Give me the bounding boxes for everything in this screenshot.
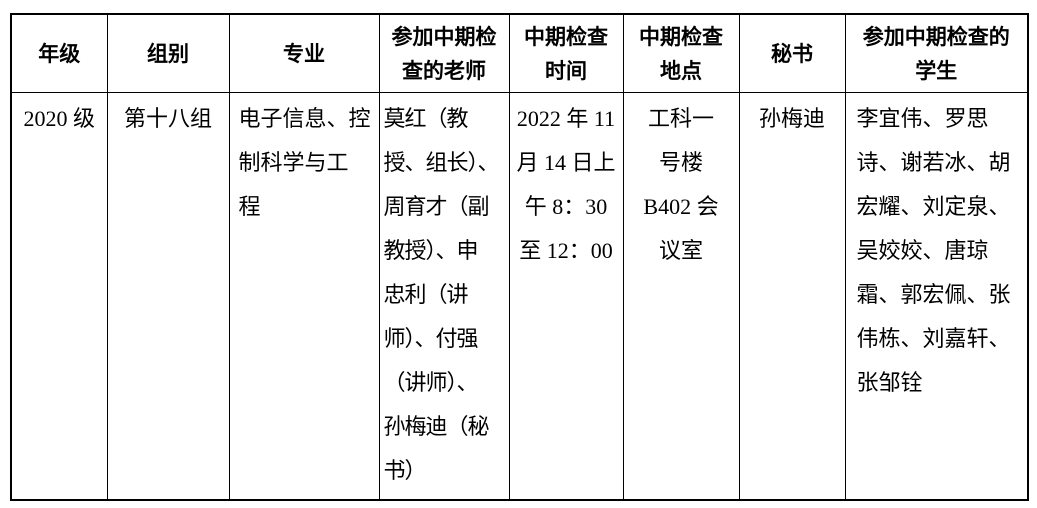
- header-row: 年级 组别 专业 参加中期检 查的老师 中期检查 时间 中期检查 地点 秘书 参…: [10, 13, 1029, 93]
- cell-time: 2022 年 11 月 14 日上 午 8：30 至 12：00: [508, 92, 624, 501]
- col-header-students: 参加中期检查的 学生: [844, 13, 1029, 93]
- cell-secretary: 孙梅迪: [738, 92, 846, 501]
- cell-grade: 2020 级: [10, 92, 108, 501]
- midterm-review-table: 年级 组别 专业 参加中期检 查的老师 中期检查 时间 中期检查 地点 秘书 参…: [10, 13, 1029, 501]
- cell-major: 电子信息、控 制科学与工 程: [228, 92, 380, 501]
- col-header-time: 中期检查 时间: [508, 13, 624, 93]
- cell-location: 工科一 号楼 B402 会 议室: [622, 92, 740, 501]
- col-header-grade: 年级: [10, 13, 108, 93]
- cell-group: 第十八组: [106, 92, 230, 501]
- col-header-location: 中期检查 地点: [622, 13, 740, 93]
- col-header-teachers: 参加中期检 查的老师: [378, 13, 510, 93]
- col-header-major: 专业: [228, 13, 380, 93]
- table-row: 2020 级 第十八组 电子信息、控 制科学与工 程 莫红（教 授、组长）、 周…: [10, 92, 1029, 501]
- col-header-secretary: 秘书: [738, 13, 846, 93]
- col-header-group: 组别: [106, 13, 230, 93]
- cell-teachers: 莫红（教 授、组长）、 周育才（副 教授）、申 忠利（讲 师）、付强 （讲师）、…: [378, 92, 510, 501]
- cell-students: 李宜伟、罗思 诗、谢若冰、胡 宏耀、刘定泉、 吴姣姣、唐琼 霜、郭宏佩、张 伟栋…: [844, 92, 1029, 501]
